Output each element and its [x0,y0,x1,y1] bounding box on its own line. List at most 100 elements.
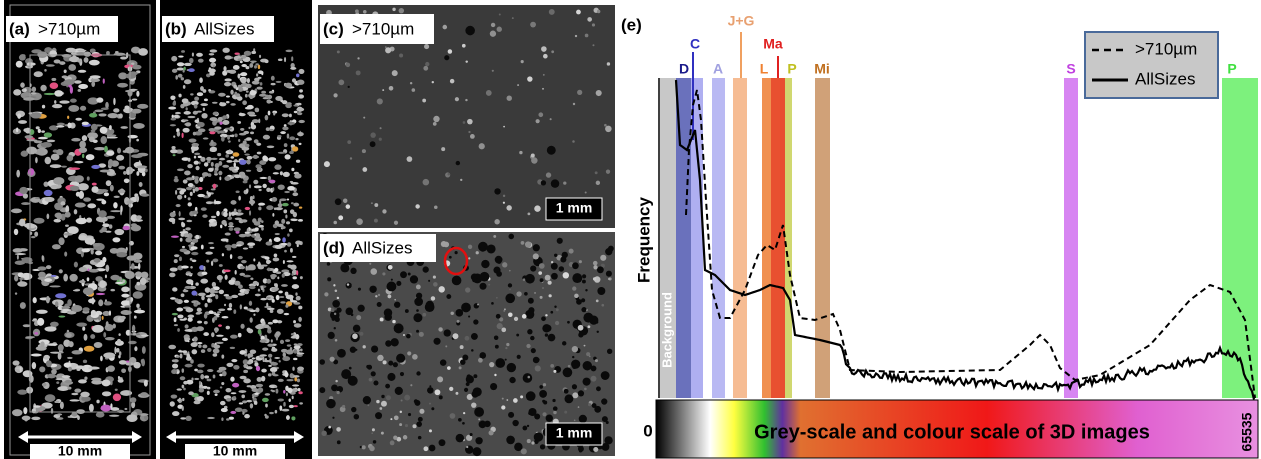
particle [478,418,480,420]
particle [202,386,207,389]
particle [56,149,63,155]
particle [493,235,496,238]
particle [255,325,261,328]
particle [352,333,358,339]
particle [194,176,199,179]
particle [31,354,42,357]
particle [182,98,189,103]
particle [255,63,259,65]
panel-title: >710µm [38,19,100,38]
particle [213,112,218,116]
particle [374,203,378,207]
particle [102,380,111,387]
particle [523,373,533,383]
particle [74,161,83,164]
particle [505,347,507,349]
particle [247,105,254,109]
particle [285,215,287,219]
particle [341,369,351,379]
particle [423,179,430,186]
particle [136,165,147,168]
particle [522,426,527,431]
particle [284,372,288,378]
particle [270,367,277,372]
particle [251,404,253,408]
particle [593,261,598,266]
particle [286,392,288,396]
particle [76,192,80,197]
particle [46,265,52,269]
particle [142,346,146,354]
particle [117,83,128,88]
particle [215,394,218,396]
particle [248,264,256,269]
particle [284,57,286,62]
particle [226,326,230,330]
particle [417,297,420,300]
particle [549,294,552,297]
particle [127,414,138,422]
particle [23,193,28,198]
particle [187,116,195,118]
particle [572,356,574,358]
particle [350,157,352,159]
particle [272,197,278,202]
particle [607,349,612,354]
particle [286,295,294,300]
particle [271,362,278,366]
particle [299,143,302,145]
particle [390,338,398,346]
particle [266,279,271,284]
particle [17,113,21,118]
particle [188,314,195,318]
particle [253,313,255,315]
particle [177,399,181,401]
particle [507,95,512,100]
particle [279,198,286,201]
particle [110,210,121,212]
particle [516,291,521,296]
particle [230,103,235,106]
particle [182,246,185,248]
particle [342,405,345,408]
particle [291,416,295,420]
particle [572,140,575,143]
particle [221,355,224,359]
particle [28,168,34,176]
particle [414,399,418,403]
particle [138,263,140,270]
particle [554,306,556,308]
particle [292,256,297,258]
particle [449,256,452,259]
particle [494,374,496,376]
particle [23,97,35,101]
particle [527,439,531,443]
particle [336,427,341,432]
particle [198,128,206,132]
particle [280,340,284,344]
particle [270,129,274,131]
particle [453,333,459,339]
particle [171,394,178,398]
particle [189,138,197,142]
particle [292,276,296,279]
particle [238,390,246,393]
particle [287,186,295,191]
particle [24,223,35,228]
particle [274,254,278,258]
particle [34,405,41,408]
particle [40,85,46,92]
particle [202,214,207,217]
particle [51,369,57,374]
particle [441,241,447,247]
particle [272,319,278,323]
particle [229,135,234,137]
particle [117,410,124,413]
particle [582,274,586,278]
particle [281,284,288,287]
particle [178,94,181,98]
particle [568,365,571,368]
particle [83,360,87,364]
particle [362,167,367,172]
particle [94,109,103,112]
